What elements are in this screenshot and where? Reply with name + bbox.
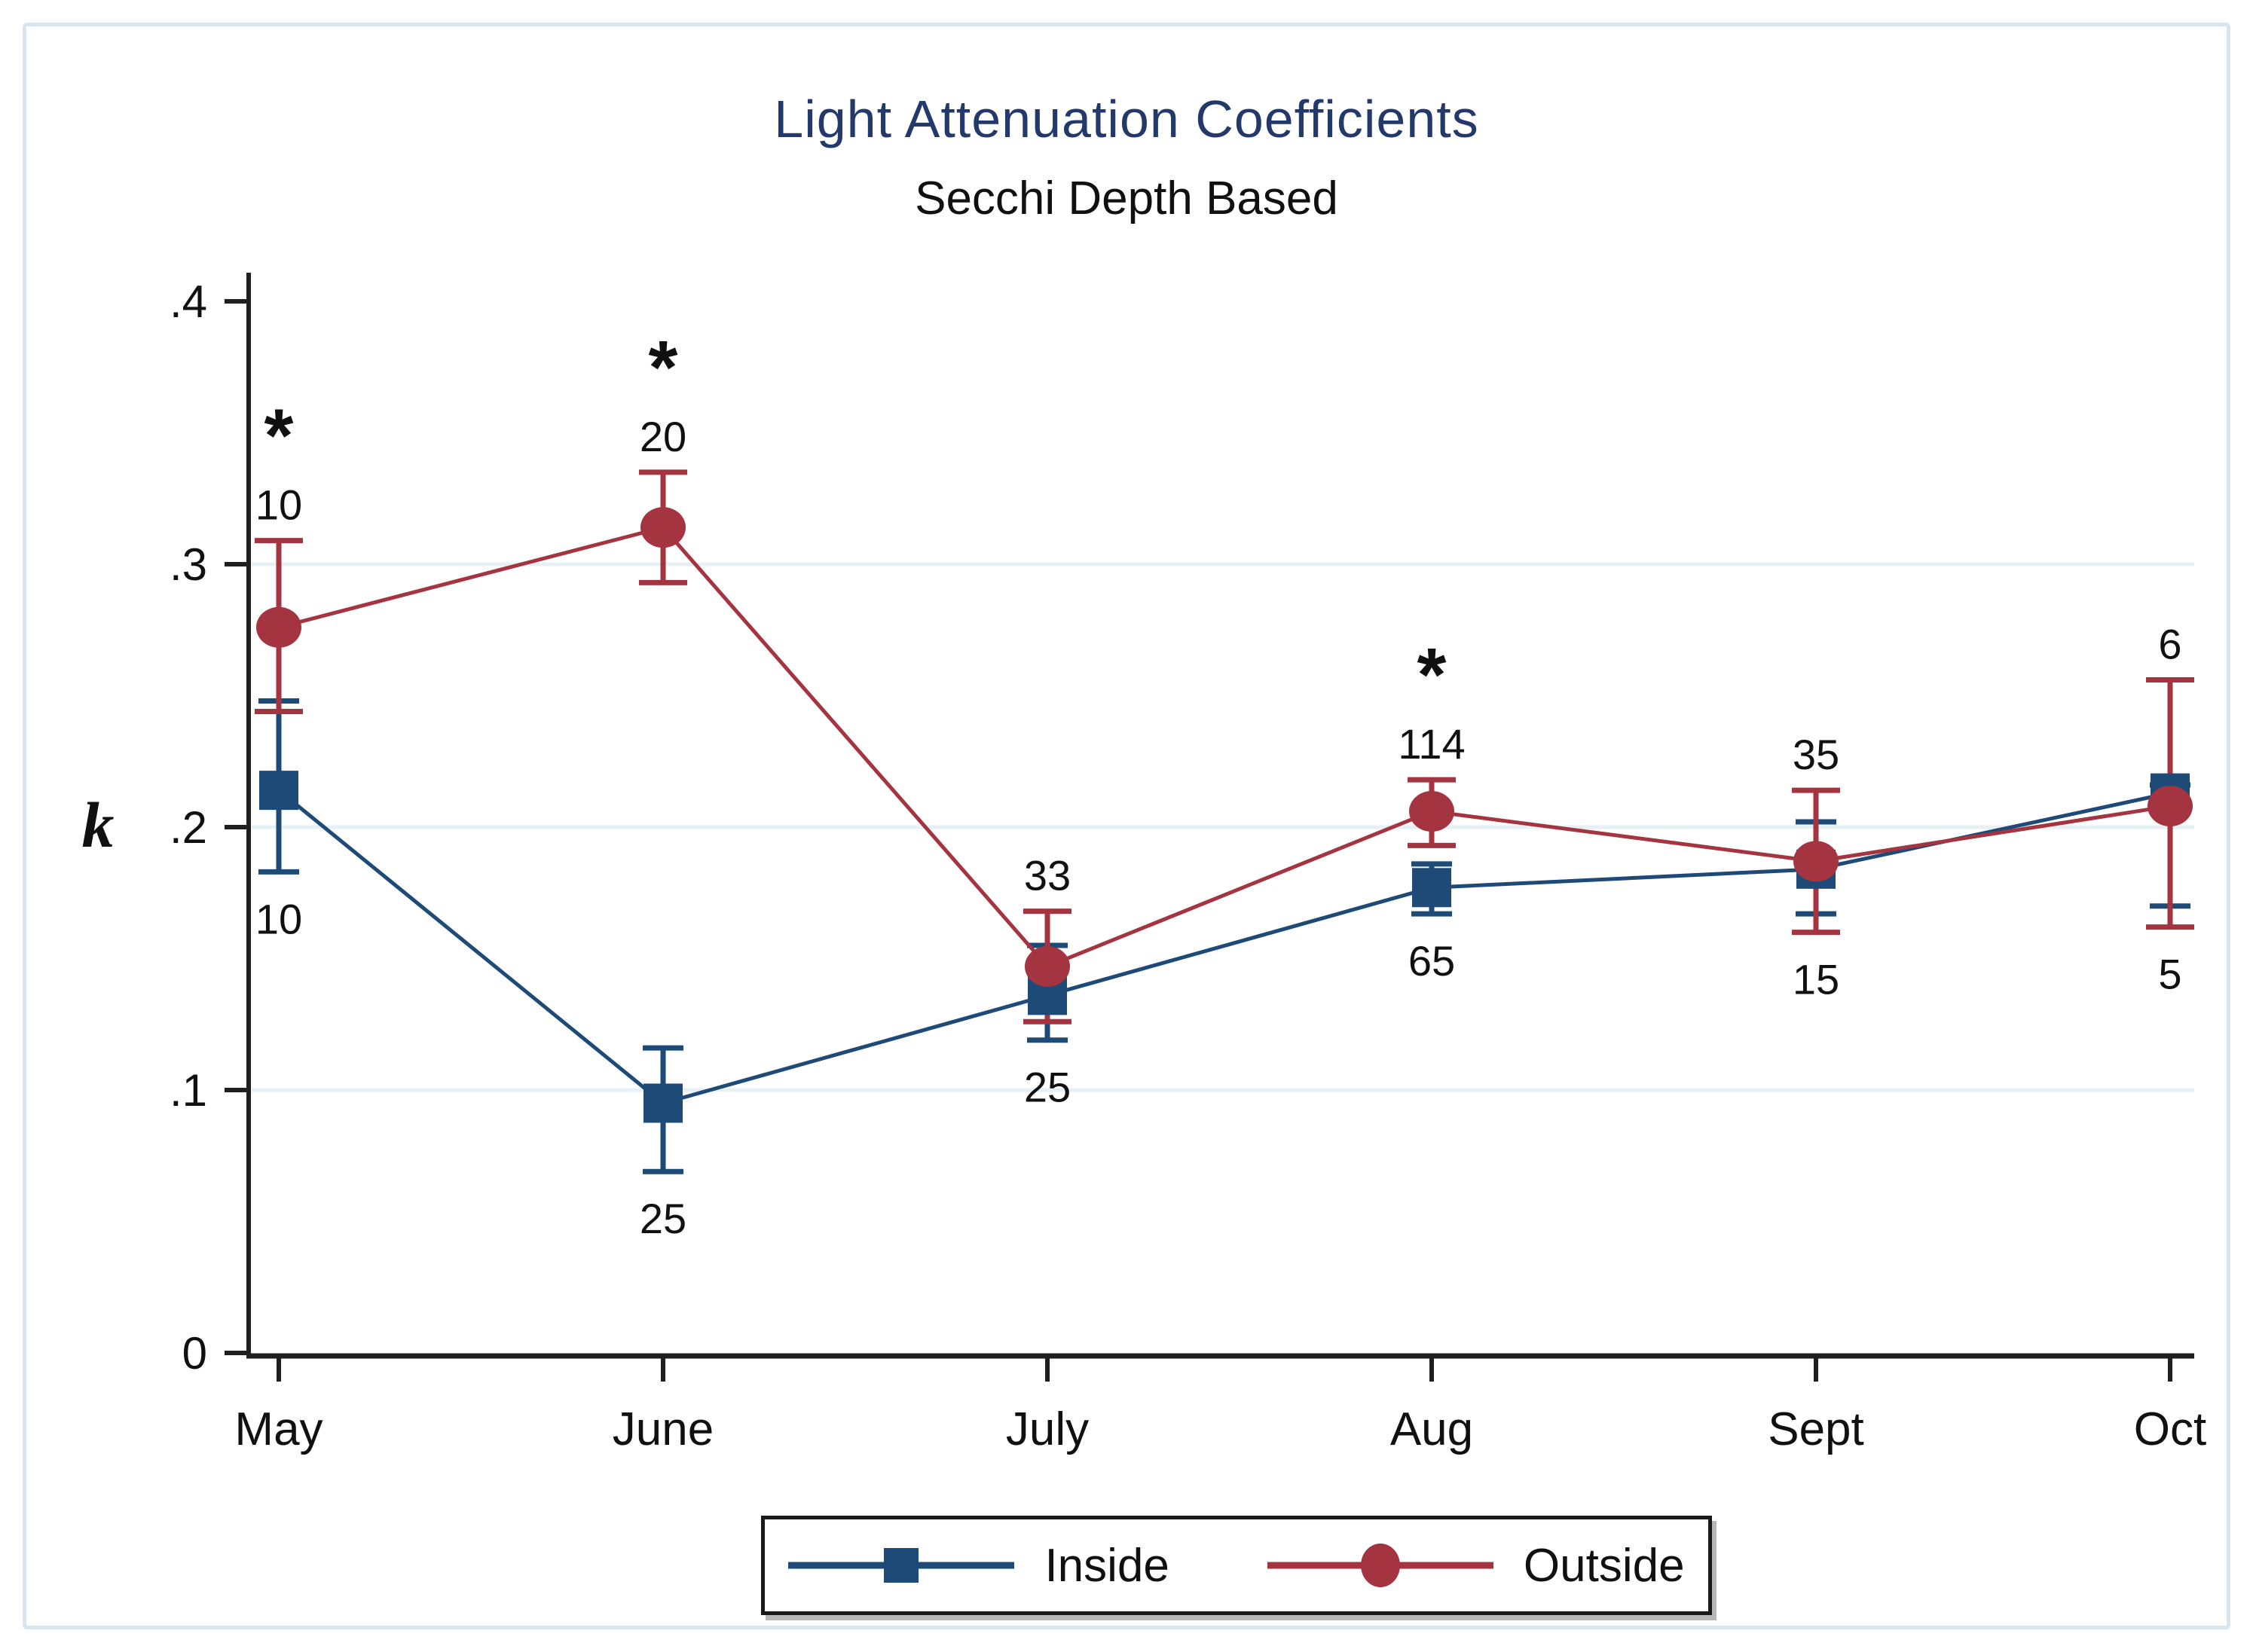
x-tick-label: Sept bbox=[1768, 1403, 1864, 1455]
legend-box: Inside Outside bbox=[761, 1516, 1712, 1615]
outside-series-marker-icon bbox=[1267, 1544, 1493, 1587]
inside-series-marker-icon bbox=[788, 1548, 1015, 1583]
x-tick-label: Aug bbox=[1390, 1403, 1473, 1455]
inside-data-point-marker bbox=[643, 1083, 683, 1123]
outside-data-point-marker bbox=[256, 606, 301, 648]
inside-n-label: 15 bbox=[1793, 956, 1839, 1003]
outside-data-point-marker bbox=[1025, 945, 1070, 987]
y-tick-label: .2 bbox=[170, 802, 207, 853]
x-tick-label: May bbox=[234, 1403, 323, 1455]
y-tick-label: .1 bbox=[170, 1065, 207, 1116]
legend-label-outside: Outside bbox=[1523, 1539, 1685, 1592]
inside-n-label: 25 bbox=[1024, 1064, 1071, 1111]
legend-item-inside: Inside bbox=[788, 1531, 1169, 1599]
outside-legend-glyph bbox=[1360, 1544, 1400, 1587]
outside-n-label: 35 bbox=[1793, 731, 1839, 778]
inside-data-point-marker bbox=[259, 771, 298, 811]
outside-n-label: 6 bbox=[2158, 621, 2181, 668]
inside-data-point-marker bbox=[1412, 868, 1451, 908]
outside-n-label: 10 bbox=[255, 481, 302, 529]
inside-n-label: 10 bbox=[255, 895, 302, 942]
chart-subtitle: Secchi Depth Based bbox=[915, 173, 1338, 224]
y-axis-title: k bbox=[82, 789, 115, 861]
y-tick-label: .3 bbox=[170, 539, 207, 590]
outside-n-label: 20 bbox=[640, 413, 686, 460]
significance-asterisk: * bbox=[264, 394, 294, 478]
inside-n-label: 5 bbox=[2158, 951, 2181, 998]
outside-data-point-marker bbox=[2148, 786, 2193, 827]
outside-data-point-marker bbox=[640, 507, 686, 548]
outside-data-point-marker bbox=[1409, 791, 1454, 832]
x-tick-label: Oct bbox=[2134, 1403, 2206, 1455]
legend-item-outside: Outside bbox=[1267, 1531, 1685, 1599]
y-tick-label: .4 bbox=[170, 276, 207, 327]
legend-label-inside: Inside bbox=[1044, 1539, 1169, 1592]
significance-asterisk: * bbox=[649, 325, 678, 410]
x-tick-label: July bbox=[1006, 1403, 1089, 1455]
outside-series-line bbox=[278, 525, 2171, 969]
chart-title: Light Attenuation Coefficients bbox=[774, 90, 1479, 148]
x-tick-label: June bbox=[613, 1403, 714, 1455]
y-tick-label: 0 bbox=[182, 1328, 207, 1379]
outside-data-point-marker bbox=[1793, 841, 1839, 882]
inside-n-label: 65 bbox=[1408, 937, 1455, 985]
outside-n-label: 33 bbox=[1024, 852, 1071, 899]
significance-asterisk: * bbox=[1417, 633, 1447, 717]
inside-legend-glyph bbox=[884, 1548, 919, 1583]
outside-n-label: 114 bbox=[1398, 720, 1465, 768]
inside-n-label: 25 bbox=[640, 1195, 686, 1242]
inside-series-line bbox=[277, 789, 2171, 1106]
